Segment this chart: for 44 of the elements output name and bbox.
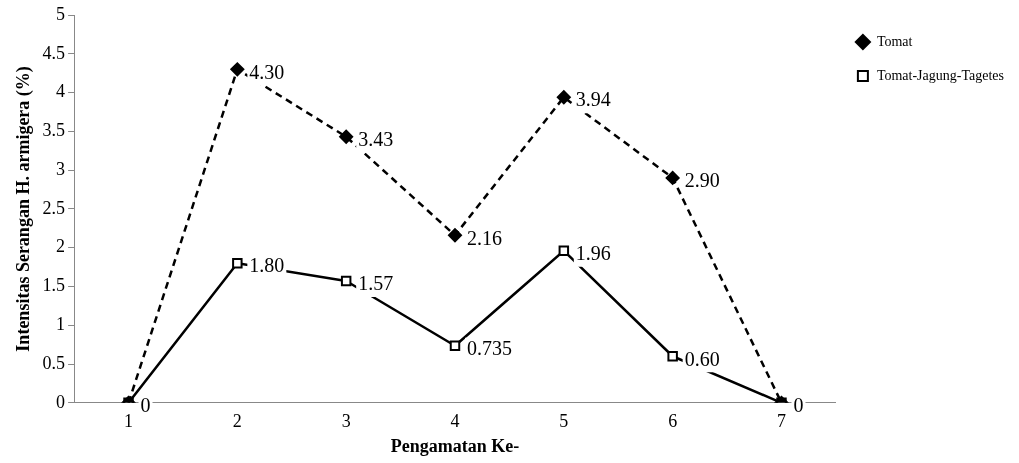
legend-label: Tomat [876,33,913,49]
y-tick-label: 5 [56,3,66,24]
y-tick-label: 3 [56,158,66,179]
x-tick-label: 7 [776,411,786,432]
data-label: 3.94 [575,88,611,111]
data-label: 1.80 [249,254,285,277]
x-axis-title: Pengamatan Ke- [390,435,520,456]
point [667,351,678,362]
y-tick-label: 4.5 [42,42,66,63]
point [339,129,354,144]
data-label: 3.43 [358,128,394,151]
data-label: 1.57 [358,272,394,295]
x-tick-label: 1 [124,411,134,432]
y-tick-label: 3.5 [42,120,66,141]
point [448,228,462,243]
point [556,90,571,105]
y-tick-label: 2 [56,236,66,257]
y-tick-label: 0 [56,391,66,412]
point [230,62,245,77]
point [558,245,570,257]
point [232,257,243,269]
y-tick-label: 4 [56,81,66,102]
data-label: 1.96 [575,242,611,265]
legend-label: Tomat-Jagung-Tagetes [876,67,1004,83]
x-tick-label: 2 [232,411,242,432]
y-tick-label: 2.5 [42,197,66,218]
data-label: 2.90 [684,169,720,192]
data-label: 0.735 [467,337,512,360]
x-tick-label: 4 [450,411,460,432]
y-axis-title: Intensitas Serangan H. armigera (%) [13,66,35,352]
data-label: 0.60 [684,347,720,370]
point [665,170,680,185]
y-tick-label: 1 [56,313,66,334]
y-tick-label: 0.5 [42,352,66,373]
data-label: 2.16 [467,226,502,249]
data-label: 0 [140,394,151,417]
x-tick-label: 3 [341,411,351,432]
point [449,340,461,352]
x-tick-label: 6 [668,411,678,432]
data-label: 0 [793,394,804,417]
y-tick-label: 1.5 [42,275,66,296]
point [340,275,352,287]
data-label: 4.30 [249,60,285,83]
x-tick-label: 5 [559,411,569,432]
